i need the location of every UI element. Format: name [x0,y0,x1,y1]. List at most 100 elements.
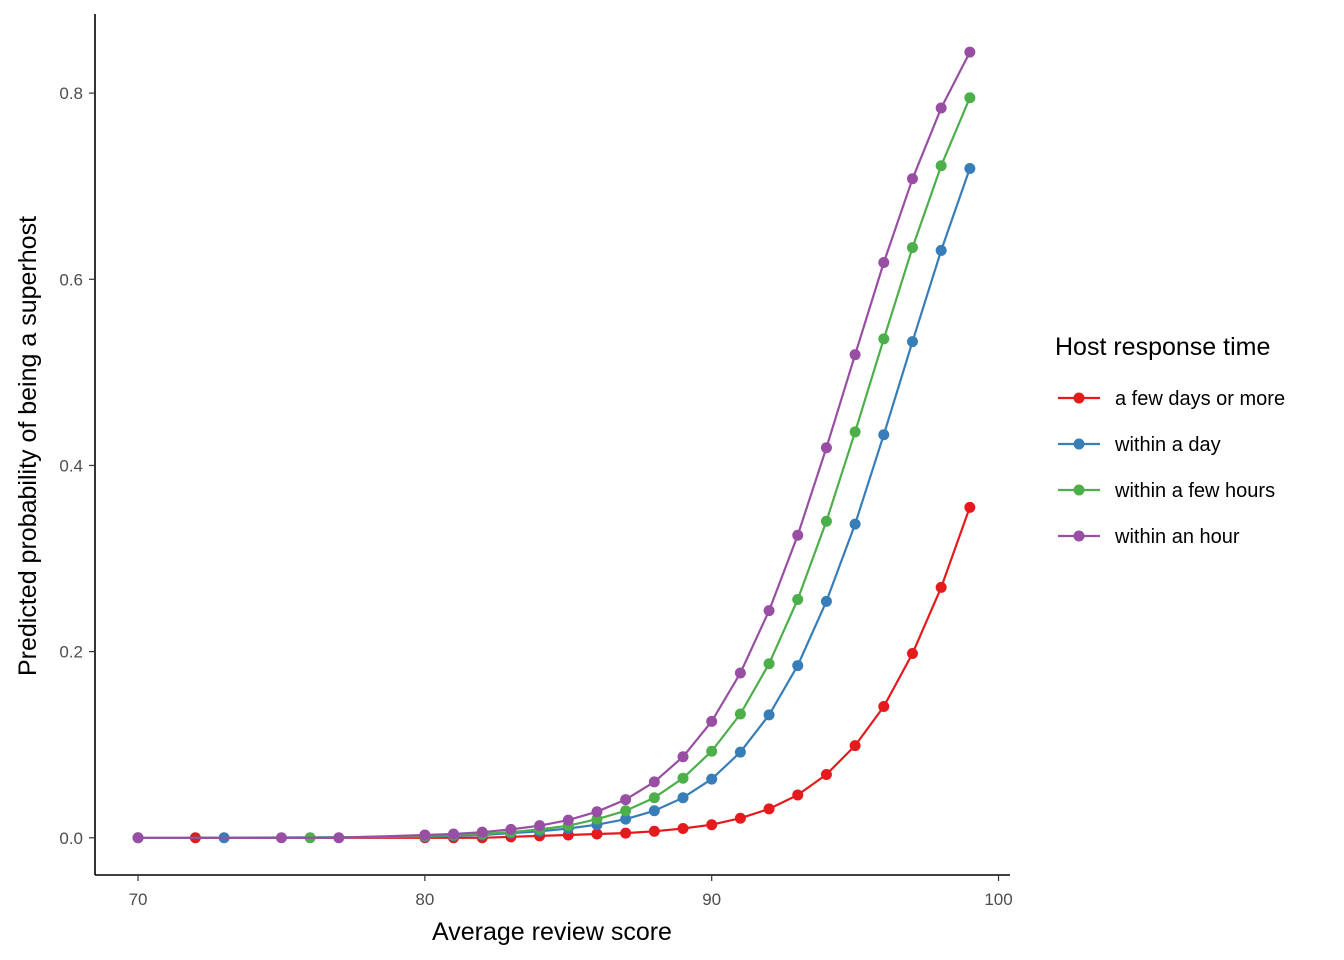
legend-key-point [1073,438,1085,450]
data-point [677,822,689,834]
legend-label: within an hour [1114,526,1240,548]
series-within-a-few-hours [304,92,976,844]
data-point [935,102,947,114]
data-point [849,518,861,530]
data-point [677,751,689,763]
data-point [620,805,632,817]
data-point [706,819,718,831]
data-point [763,605,775,617]
data-point [734,708,746,720]
legend: Host response time a few days or more wit… [1055,333,1285,548]
data-point [820,442,832,454]
data-point [534,820,546,832]
data-point [849,349,861,361]
x-axis-title: Average review score [432,918,672,946]
series-line-a-few-days-or-more [195,506,971,839]
data-point [763,658,775,670]
data-point [792,789,804,801]
legend-key-point [1073,392,1085,404]
x-tick-label: 80 [415,890,434,909]
legend-key-point [1073,484,1085,496]
data-point [792,529,804,541]
data-point [878,701,890,713]
series-line-within-a-day [138,168,971,839]
data-point [964,501,976,513]
data-point [591,828,603,840]
data-point [620,794,632,806]
series-within-an-hour [132,46,976,844]
series-within-a-day [132,163,976,844]
legend-key-point [1073,530,1085,542]
data-point [505,823,517,835]
series-a-few-days-or-more [189,501,976,844]
series-line-within-a-few-hours [310,97,971,839]
legend-item-within-an-hour: within an hour [1058,526,1240,548]
data-point [820,515,832,527]
data-point [849,426,861,438]
data-point [878,333,890,345]
data-point [448,828,460,840]
data-point [935,160,947,172]
y-tick-label: 0.6 [59,270,83,289]
data-point [476,826,488,838]
data-point [706,773,718,785]
data-point [878,429,890,441]
data-point [964,46,976,58]
data-point [763,709,775,721]
data-point [562,814,574,826]
y-axis-title: Predicted probability of being a superho… [14,216,42,676]
x-tick-label: 100 [984,890,1012,909]
data-point [333,832,345,844]
x-tick-label: 90 [702,890,721,909]
y-axis-ticks: 0.0 0.2 0.4 0.6 0.8 [59,84,95,848]
y-tick-label: 0.4 [59,456,83,475]
data-point [906,336,918,348]
y-tick-label: 0.2 [59,643,83,662]
legend-title: Host response time [1055,333,1270,361]
data-point [620,827,632,839]
y-tick-label: 0.8 [59,84,83,103]
legend-label: a few days or more [1115,388,1285,410]
data-point [734,812,746,824]
data-point [792,593,804,605]
data-point [849,740,861,752]
data-point [419,829,431,841]
legend-item-within-a-day: within a day [1058,434,1221,456]
data-point [964,163,976,175]
data-point [820,768,832,780]
legend-item-within-a-few-hours: within a few hours [1058,480,1275,502]
data-point [706,745,718,757]
data-point [763,803,775,815]
legend-label: within a day [1114,434,1221,456]
data-point [906,173,918,185]
data-point [906,242,918,254]
data-point [935,581,947,593]
plot-panel [132,46,976,844]
data-point [677,772,689,784]
data-point [878,257,890,269]
series-line-within-an-hour [138,51,971,839]
y-tick-label: 0.0 [59,829,83,848]
data-point [935,244,947,256]
data-point [648,776,660,788]
data-point [792,660,804,672]
data-point [275,832,287,844]
data-point [648,825,660,837]
data-point [677,792,689,804]
data-point [706,715,718,727]
data-point [906,647,918,659]
data-point [591,806,603,818]
data-point [132,832,144,844]
data-point [964,92,976,104]
data-point [820,595,832,607]
data-point [648,792,660,804]
x-axis-ticks: 70 80 90 100 [129,875,1013,909]
data-point [620,813,632,825]
legend-label: within a few hours [1114,480,1275,502]
x-tick-label: 70 [129,890,148,909]
data-point [734,667,746,679]
legend-item-a-few-days-or-more: a few days or more [1058,388,1285,410]
data-point [648,805,660,817]
data-point [734,746,746,758]
